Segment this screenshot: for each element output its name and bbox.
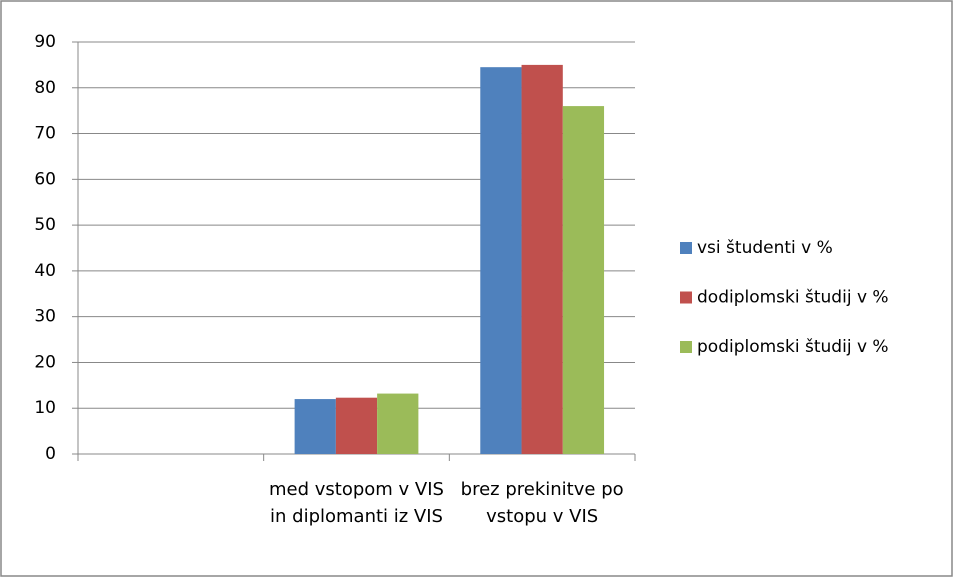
y-tick-label: 10 — [34, 398, 56, 418]
y-tick-label: 70 — [34, 124, 56, 144]
y-tick-label: 40 — [34, 261, 56, 281]
legend-swatch — [680, 341, 692, 353]
bar — [521, 64, 563, 454]
legend-label: podiplomski študij v % — [697, 337, 889, 357]
bar — [377, 393, 419, 454]
x-tick-label: brez prekinitve po vstopu v VIS — [460, 479, 624, 527]
y-tick-label: 20 — [34, 352, 56, 372]
bar — [294, 399, 336, 454]
y-tick-label: 90 — [34, 32, 56, 52]
y-tick-label: 80 — [34, 78, 56, 98]
legend-label: vsi študenti v % — [697, 238, 833, 258]
y-tick-label: 30 — [34, 307, 56, 327]
y-tick-label: 60 — [34, 169, 56, 189]
legend-swatch — [680, 291, 692, 304]
x-tick-label: med vstopom v VIS in diplomanti iz VIS — [269, 479, 444, 527]
bar — [562, 106, 605, 454]
legend-label: dodiplomski študij v % — [697, 288, 889, 308]
bar — [480, 67, 522, 454]
y-tick-label: 50 — [34, 215, 56, 235]
legend-swatch — [680, 242, 692, 254]
bar — [335, 397, 378, 454]
y-tick-label: 0 — [45, 444, 56, 464]
